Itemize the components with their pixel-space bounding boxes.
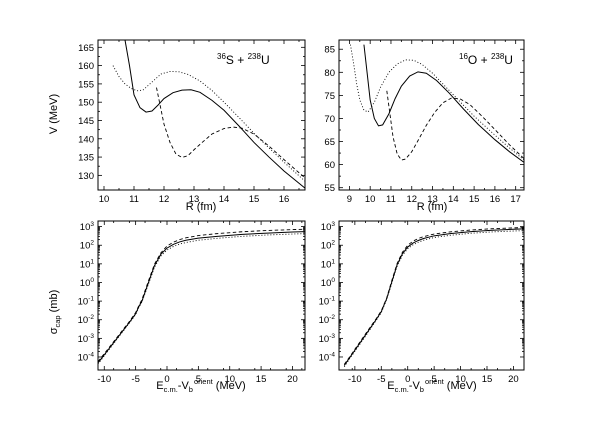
- x-tick-label: 14: [219, 194, 230, 205]
- panel-capture-16o-238u: Ec.m.-Vborient (MeV) -10 -5 0 5 10 15 20 10-4 10…: [319, 220, 525, 394]
- x-tick-label: 0: [164, 374, 169, 385]
- curve-dashed: [156, 87, 305, 179]
- curve-dotted: [112, 65, 305, 182]
- curve-solid: [124, 40, 305, 189]
- y-tick-label: 60: [324, 160, 335, 171]
- x-tick-label: 10: [224, 374, 235, 385]
- y-tick-label: 100: [321, 277, 336, 289]
- panel-capture-36s-238u: Ec.m.-Vborient (MeV) σcap (mb) -10 -5 0 5 10…: [48, 220, 306, 394]
- panel-potential-16o-238u: 16O + 238U R (fm) 9 10 11 12 13 14 15 16 17 55 60 6…: [324, 39, 525, 213]
- curve-solid: [98, 231, 305, 364]
- y-tick-label: 80: [324, 68, 335, 79]
- x-tick-label: 15: [249, 194, 260, 205]
- y-tick-label: 140: [78, 134, 94, 145]
- x-tick-label: 16: [279, 194, 290, 205]
- curve-dotted: [343, 230, 524, 367]
- plot-frame: [338, 220, 525, 371]
- y-tick-label: 150: [78, 98, 94, 109]
- y-tick-label: 165: [78, 43, 94, 54]
- x-tick-label: 12: [406, 194, 417, 205]
- y-tick-label: 10-4: [78, 351, 95, 363]
- x-tick-label: -10: [97, 374, 111, 385]
- x-tick-label: 11: [386, 194, 396, 205]
- x-tick-label: 11: [129, 194, 139, 205]
- y-tick-label: 75: [324, 91, 335, 102]
- x-tick-label: -5: [377, 374, 385, 385]
- y-tick-label: 55: [324, 183, 335, 194]
- x-tick-label: 10: [365, 194, 376, 205]
- y-tick-label: 10-3: [319, 333, 336, 345]
- x-tick-label: 5: [431, 374, 436, 385]
- y-tick-label: 145: [78, 116, 94, 127]
- y-tick-label: 160: [78, 61, 94, 72]
- x-tick-label: 16: [490, 194, 501, 205]
- y-tick-label: 103: [321, 221, 336, 233]
- y-tick-label: 101: [80, 258, 95, 270]
- x-tick-label: 15: [469, 194, 480, 205]
- y-tick-label: 101: [321, 258, 336, 270]
- y-tick-label: 10-2: [319, 314, 336, 326]
- y-tick-label: 102: [80, 240, 95, 252]
- x-tick-label: 15: [256, 374, 267, 385]
- curves: [112, 40, 305, 189]
- x-tick-label: 12: [159, 194, 170, 205]
- y-tick-label: 85: [324, 45, 335, 56]
- plot-frame: [97, 220, 306, 371]
- x-tick-label: -5: [131, 374, 139, 385]
- curve-dashed: [386, 90, 524, 161]
- y-tick-label: 10-1: [78, 296, 95, 308]
- x-tick-label: 13: [189, 194, 200, 205]
- y-tick-label: 65: [324, 137, 335, 148]
- curves: [98, 228, 305, 365]
- curve-solid: [343, 228, 524, 366]
- reaction-label-16o-238u: 16O + 238U: [459, 52, 513, 67]
- x-tick-label: 20: [287, 374, 298, 385]
- y-tick-label: 102: [321, 240, 336, 252]
- x-tick-label: 20: [508, 374, 519, 385]
- plot-frame: [97, 39, 306, 191]
- y-tick-label: 10-2: [78, 314, 95, 326]
- x-axis-label: R (fm): [417, 201, 448, 213]
- y-tick-label: 103: [80, 221, 95, 233]
- reaction-label-36s-238u: 36S + 238U: [217, 52, 270, 67]
- y-axis-label: V (MeV): [48, 94, 60, 134]
- plot-frame: [338, 39, 525, 191]
- x-tick-label: 9: [347, 194, 352, 205]
- y-tick-label: 155: [78, 79, 94, 90]
- x-tick-label: 14: [448, 194, 459, 205]
- x-tick-label: 17: [510, 194, 521, 205]
- y-tick-label: 100: [80, 277, 95, 289]
- y-axis-label: σcap (mb): [48, 290, 62, 335]
- y-tick-label: 10-3: [78, 333, 95, 345]
- y-tick-label: 10-4: [319, 351, 336, 363]
- x-tick-label: 0: [405, 374, 410, 385]
- curve-dashed: [98, 228, 305, 362]
- x-tick-label: 10: [455, 374, 466, 385]
- x-tick-label: -10: [348, 374, 362, 385]
- x-tick-label: 13: [427, 194, 438, 205]
- x-tick-label: 10: [99, 194, 110, 205]
- curve-dotted: [98, 233, 305, 365]
- x-tick-label: 5: [196, 374, 201, 385]
- x-tick-label: 15: [482, 374, 493, 385]
- x-axis-label: R (fm): [186, 201, 217, 213]
- curve-solid: [363, 44, 524, 163]
- x-axis-label: Ec.m.-Vborient (MeV): [387, 377, 476, 394]
- y-tick-label: 130: [78, 171, 94, 182]
- curve-dashed: [343, 227, 524, 365]
- curves: [343, 227, 524, 367]
- y-tick-label: 10-1: [319, 296, 336, 308]
- y-tick-label: 135: [78, 153, 94, 164]
- curves: [349, 44, 524, 163]
- y-tick-label: 70: [324, 114, 335, 125]
- x-axis-label: Ec.m.-Vborient (MeV): [156, 377, 245, 394]
- panel-potential-36s-238u: 36S + 238U R (fm) V (MeV) 10 11 12 13 14 15 16…: [48, 39, 306, 213]
